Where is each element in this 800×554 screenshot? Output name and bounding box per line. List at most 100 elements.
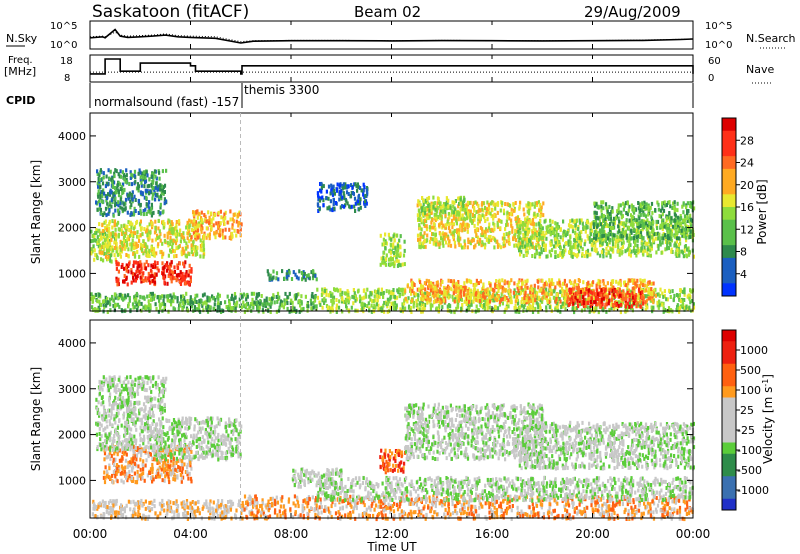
power-cell: [192, 231, 195, 236]
power-cell: [380, 291, 383, 296]
power-cell: [199, 247, 202, 252]
power-cell: [150, 248, 153, 253]
power-cell: [451, 225, 454, 230]
power-cell: [450, 212, 453, 217]
power-cell: [440, 290, 444, 295]
power-cell: [661, 291, 664, 296]
power-cell: [621, 293, 624, 298]
power-cell: [473, 285, 476, 290]
power-cell: [106, 310, 109, 314]
power-cell: [386, 309, 389, 314]
power-cell: [250, 302, 253, 306]
power-cell: [366, 304, 369, 308]
power-cell: [461, 224, 464, 229]
power-cell: [165, 294, 168, 299]
power-cell: [323, 301, 326, 305]
power-cell: [665, 218, 668, 223]
power-cell: [628, 278, 631, 283]
power-cell: [255, 300, 258, 305]
power-cell: [538, 208, 541, 213]
power-cell: [292, 270, 295, 275]
power-cell: [587, 280, 590, 285]
power-cell: [526, 285, 529, 290]
power-cell: [584, 291, 587, 296]
power-cell: [531, 254, 534, 258]
power-cell: [529, 290, 532, 295]
power-cell: [113, 246, 116, 250]
power-cell: [185, 254, 188, 259]
power-cell: [462, 222, 465, 227]
power-cell: [464, 203, 468, 208]
power-cell: [488, 305, 491, 310]
power-cell: [500, 298, 503, 302]
power-cell: [231, 225, 234, 230]
power-cell: [295, 275, 298, 280]
power-cell: [420, 206, 423, 211]
power-cell: [490, 295, 493, 300]
power-cell: [457, 234, 460, 239]
power-cell: [448, 226, 451, 230]
power-cell: [421, 307, 424, 312]
power-cell: [562, 289, 565, 294]
power-cell: [190, 243, 193, 248]
power-cell: [500, 219, 503, 224]
power-cell: [288, 309, 291, 314]
power-cell: [275, 276, 278, 281]
power-cell: [387, 301, 390, 306]
power-cell: [438, 223, 441, 228]
power-cell: [132, 275, 135, 280]
power-cell: [151, 295, 154, 300]
power-cell: [193, 307, 197, 312]
power-cell: [138, 302, 141, 307]
power-cell: [145, 228, 149, 233]
power-cell: [489, 235, 492, 239]
power-cell: [111, 219, 114, 224]
power-cell: [470, 293, 473, 298]
power-cell: [195, 300, 198, 304]
power-cell: [569, 281, 573, 286]
power-cell: [237, 213, 240, 217]
power-cell: [120, 240, 123, 245]
power-cell: [496, 306, 500, 311]
power-cell: [126, 210, 129, 215]
power-cell: [146, 189, 149, 194]
power-cell: [631, 278, 634, 283]
power-cell: [622, 236, 625, 241]
power-cell: [611, 238, 614, 243]
power-cell: [312, 305, 315, 310]
power-cell: [499, 226, 502, 231]
power-cell: [495, 284, 498, 288]
power-cell: [537, 200, 540, 205]
power-cell: [98, 199, 101, 204]
power-cell: [592, 300, 596, 305]
power-cell: [574, 222, 577, 227]
power-cell: [459, 197, 462, 202]
beam-label: Beam 02: [354, 3, 421, 21]
power-cell: [175, 220, 178, 224]
power-cell: [481, 242, 484, 247]
power-cell: [147, 299, 150, 304]
power-cell: [600, 296, 603, 301]
power-cell: [467, 306, 471, 311]
power-cell: [144, 207, 147, 212]
power-cell: [153, 250, 156, 255]
power-cell: [604, 294, 607, 299]
power-cell: [628, 293, 631, 297]
power-cell: [91, 296, 94, 300]
power-cell: [94, 231, 97, 235]
power-cell: [205, 235, 208, 240]
power-cell: [676, 248, 679, 253]
power-cell: [96, 181, 99, 186]
power-cell: [108, 221, 111, 226]
power-cell: [572, 295, 575, 300]
power-cell: [176, 229, 179, 234]
power-cell: [422, 303, 425, 308]
power-cell: [139, 269, 142, 274]
power-cell: [392, 234, 395, 239]
power-cell: [170, 295, 173, 300]
power-cell: [675, 245, 678, 250]
power-cell: [615, 279, 618, 284]
nave-tick-bottom: 0: [708, 73, 714, 84]
power-cell: [416, 233, 420, 238]
power-cell: [188, 229, 191, 234]
